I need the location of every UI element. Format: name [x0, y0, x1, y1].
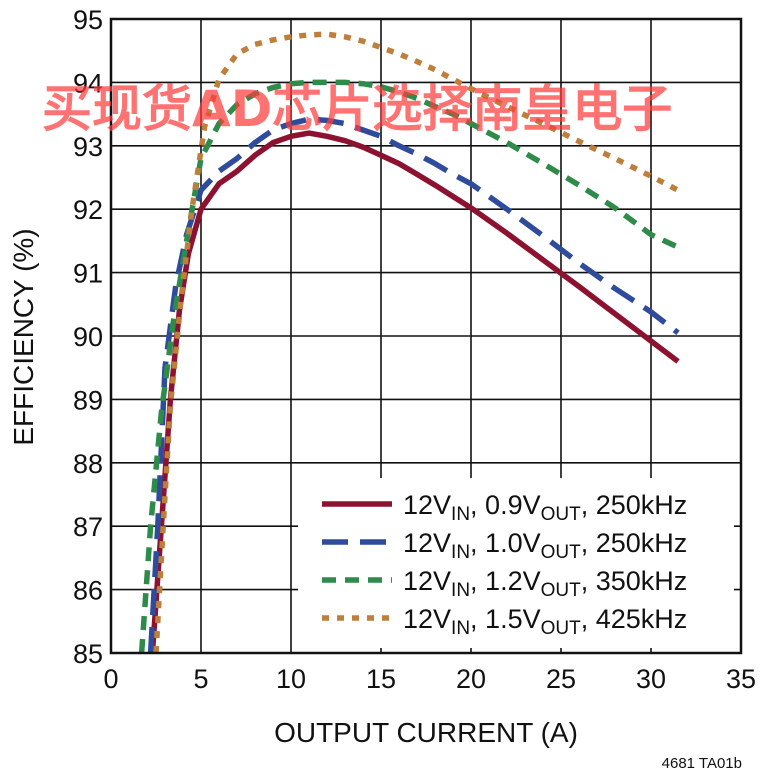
- y-tick-label: 85: [73, 639, 103, 669]
- x-tick-label: 20: [456, 664, 486, 694]
- x-axis-label: OUTPUT CURRENT (A): [274, 717, 578, 748]
- x-tick-label: 25: [546, 664, 576, 694]
- x-tick-label: 0: [103, 664, 118, 694]
- y-tick-label: 93: [73, 132, 103, 162]
- y-tick-label: 92: [73, 195, 103, 225]
- figure-id: 4681 TA01b: [662, 755, 742, 772]
- series-lines: [138, 31, 680, 654]
- series-line-1: [149, 130, 680, 654]
- y-tick-label: 88: [73, 449, 103, 479]
- legend-entry-label: 12VIN, 1.2VOUT, 350kHz: [403, 566, 687, 601]
- tick-labels: 0 5 10 15 20 25 30 35 85 86 87 88 89 90 91 92 93 94 95: [73, 5, 756, 694]
- legend-entry-label: 12VIN, 0.9VOUT, 250kHz: [403, 490, 687, 525]
- y-tick-label: 90: [73, 322, 103, 352]
- legend-entry-label: 12VIN, 1.5VOUT, 425kHz: [403, 604, 687, 639]
- y-tick-label: 94: [73, 68, 103, 98]
- x-tick-label: 15: [366, 664, 396, 694]
- y-axis-label: EFFICIENCY (%): [8, 228, 39, 445]
- y-tick-label: 86: [73, 576, 103, 606]
- x-tick-label: 10: [276, 664, 306, 694]
- y-tick-label: 95: [73, 5, 103, 35]
- x-tick-label: 5: [193, 664, 208, 694]
- y-tick-label: 91: [73, 259, 103, 289]
- grid-lines: [111, 19, 741, 653]
- y-tick-label: 87: [73, 512, 103, 542]
- x-tick-label: 30: [636, 664, 666, 694]
- plot-area-frame: [109, 17, 743, 655]
- watermark-text: 买现货AD芯片选择南皇电子: [42, 80, 672, 138]
- legend-entry-label: 12VIN, 1.0VOUT, 250kHz: [403, 528, 687, 563]
- series-line-2: [147, 116, 680, 654]
- y-tick-label: 89: [73, 385, 103, 415]
- x-tick-label: 35: [726, 664, 756, 694]
- series-line-4: [153, 31, 680, 654]
